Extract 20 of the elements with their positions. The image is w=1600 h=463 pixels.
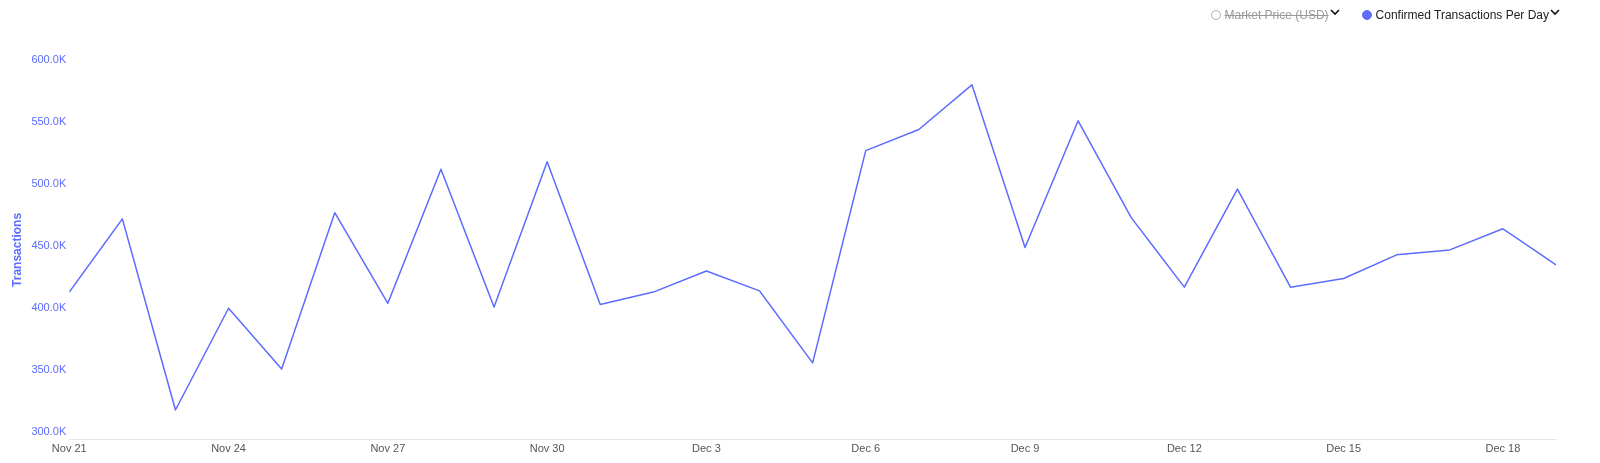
y-tick-label: 400.0K — [31, 301, 67, 314]
x-tick-label: Nov 30 — [529, 442, 565, 455]
y-axis-title: Transactions — [9, 212, 24, 287]
x-tick-label: Nov 24 — [211, 442, 246, 455]
x-tick-label: Dec 6 — [851, 442, 881, 455]
x-tick-label: Dec 18 — [1485, 442, 1521, 455]
x-tick-label: Nov 21 — [51, 442, 87, 455]
y-tick-label: 550.0K — [31, 115, 67, 128]
y-tick-label: 450.0K — [31, 239, 67, 252]
x-tick-label: Dec 3 — [692, 442, 721, 455]
y-tick-label: 300.0K — [31, 425, 67, 438]
x-tick-label: Dec 15 — [1326, 442, 1362, 455]
legend-label: Market Price (USD) — [1224, 8, 1329, 22]
x-tick-label: Dec 9 — [1010, 442, 1040, 455]
y-tick-label: 600.0K — [31, 53, 67, 66]
x-tick-label: Nov 27 — [370, 442, 406, 455]
legend-label: Confirmed Transactions Per Day — [1375, 8, 1549, 22]
y-tick-label: 500.0K — [31, 177, 67, 190]
y-tick-label: 350.0K — [31, 363, 67, 376]
x-tick-label: Dec 12 — [1166, 442, 1202, 455]
